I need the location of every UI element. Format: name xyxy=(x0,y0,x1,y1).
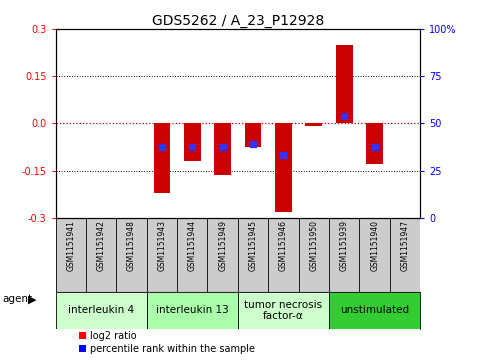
Bar xyxy=(238,292,329,329)
Text: GSM1151942: GSM1151942 xyxy=(97,220,106,271)
Bar xyxy=(214,123,231,175)
Text: interleukin 13: interleukin 13 xyxy=(156,306,228,315)
Text: GSM1151939: GSM1151939 xyxy=(340,220,349,271)
Point xyxy=(341,113,348,118)
Bar xyxy=(366,123,383,164)
Text: agent: agent xyxy=(2,294,32,305)
Text: GSM1151949: GSM1151949 xyxy=(218,220,227,271)
Bar xyxy=(336,45,353,123)
Text: GSM1151940: GSM1151940 xyxy=(370,220,379,271)
Point xyxy=(371,144,379,150)
Bar xyxy=(305,123,322,126)
Point xyxy=(219,144,227,150)
Text: GSM1151941: GSM1151941 xyxy=(66,220,75,271)
Point xyxy=(280,152,287,158)
Text: interleukin 4: interleukin 4 xyxy=(68,306,134,315)
Bar xyxy=(154,123,170,193)
Text: tumor necrosis
factor-α: tumor necrosis factor-α xyxy=(244,300,323,321)
Point xyxy=(188,144,196,150)
Point xyxy=(249,141,257,147)
Text: GSM1151947: GSM1151947 xyxy=(400,220,410,271)
Bar xyxy=(275,123,292,212)
Bar xyxy=(184,123,200,161)
Bar xyxy=(329,292,420,329)
Text: GSM1151950: GSM1151950 xyxy=(309,220,318,271)
Point xyxy=(158,144,166,150)
Bar xyxy=(56,292,147,329)
Text: GSM1151944: GSM1151944 xyxy=(188,220,197,271)
Legend: log2 ratio, percentile rank within the sample: log2 ratio, percentile rank within the s… xyxy=(79,331,256,354)
Bar xyxy=(245,123,261,147)
Bar xyxy=(147,292,238,329)
Text: GSM1151945: GSM1151945 xyxy=(249,220,257,271)
Text: GSM1151948: GSM1151948 xyxy=(127,220,136,271)
Text: GSM1151946: GSM1151946 xyxy=(279,220,288,271)
Text: GSM1151943: GSM1151943 xyxy=(157,220,167,271)
Text: unstimulated: unstimulated xyxy=(340,306,409,315)
Title: GDS5262 / A_23_P12928: GDS5262 / A_23_P12928 xyxy=(152,14,324,28)
Text: ▶: ▶ xyxy=(28,294,37,305)
